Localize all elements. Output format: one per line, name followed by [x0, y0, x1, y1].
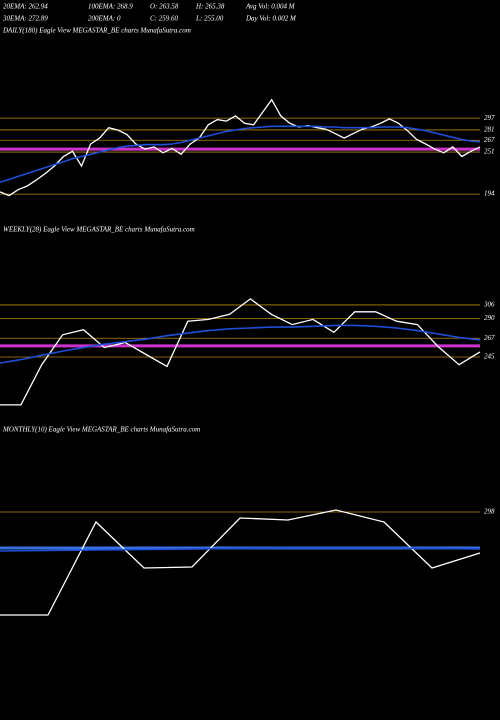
panel-title: MONTHLY(10) Eagle View MEGASTAR_BE chart…: [2, 426, 200, 434]
ema-line: [0, 547, 481, 552]
header-stat: O: 263.58: [150, 3, 179, 11]
y-tick-label: 298: [484, 508, 495, 516]
ema-line: [0, 125, 481, 184]
panel-title: WEEKLY(28) Eagle View MEGASTAR_BE charts…: [3, 226, 195, 234]
header-stat: C: 259.60: [150, 15, 179, 23]
header-stat: L: 255.00: [195, 15, 224, 23]
y-tick-label: 267: [484, 334, 495, 342]
y-tick-label: 245: [484, 353, 495, 361]
y-tick-label: 297: [484, 114, 495, 122]
y-tick-label: 281: [484, 126, 495, 134]
y-tick-label: 251: [484, 148, 495, 156]
header-stat: 20EMA: 262.94: [3, 3, 48, 11]
y-tick-label: 306: [483, 301, 495, 309]
y-tick-label: 194: [484, 190, 495, 198]
price-line: [0, 298, 481, 406]
panel-title: DAILY(180) Eagle View MEGASTAR_BE charts…: [2, 27, 191, 35]
header-stat: H: 265.38: [195, 3, 225, 11]
price-line: [0, 509, 481, 616]
header-stat: 30EMA: 272.89: [2, 15, 48, 23]
ema-line: [0, 324, 481, 364]
y-tick-label: 267: [484, 136, 495, 144]
price-line: [0, 98, 481, 197]
header-stat: 100EMA: 268.9: [88, 3, 133, 11]
y-tick-label: 290: [484, 314, 495, 322]
header-stat: 200EMA: 0: [88, 15, 121, 23]
header-stat: Avg Vol: 0.004 M: [245, 3, 296, 11]
header-stat: Day Vol: 0.002 M: [245, 15, 297, 23]
